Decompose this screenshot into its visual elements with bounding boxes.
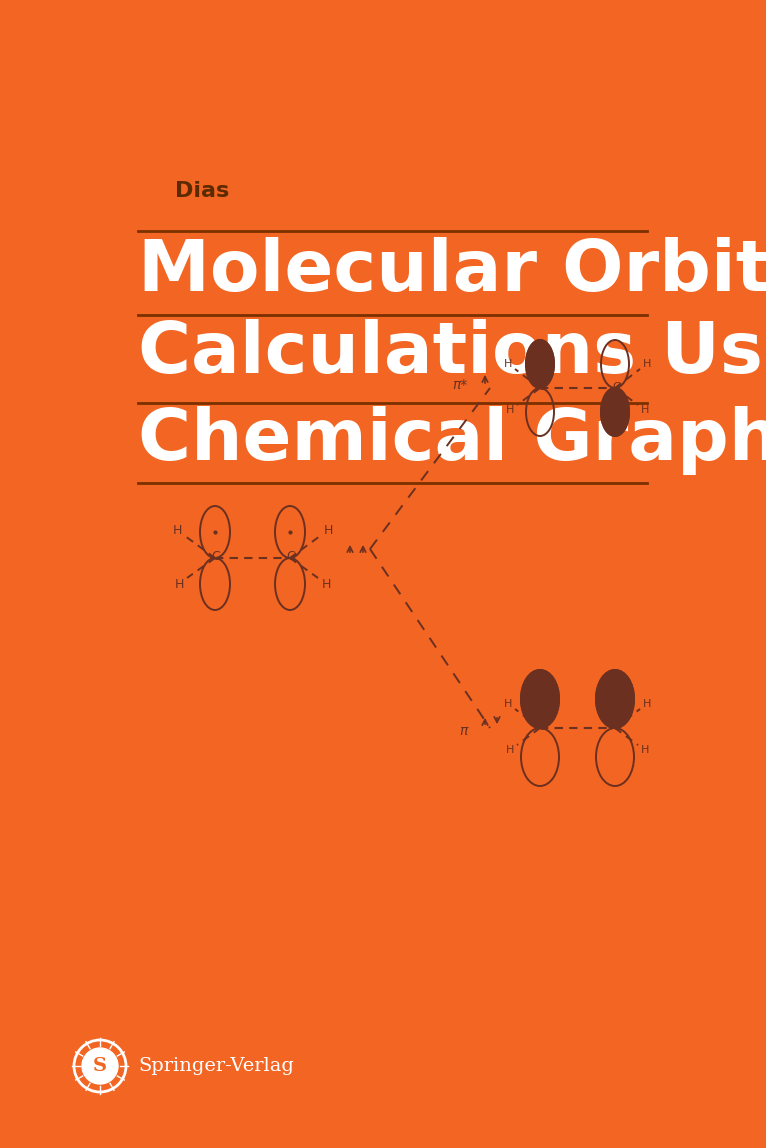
Ellipse shape: [526, 340, 554, 388]
Text: Dias: Dias: [175, 181, 229, 201]
Text: H: H: [172, 523, 182, 536]
Text: H: H: [643, 359, 651, 369]
Text: S: S: [93, 1057, 107, 1075]
Ellipse shape: [601, 388, 629, 436]
Text: H: H: [506, 745, 514, 755]
Ellipse shape: [596, 670, 634, 728]
Circle shape: [82, 1048, 118, 1084]
Text: H: H: [321, 577, 331, 590]
Text: C: C: [612, 382, 620, 391]
Text: Calculations Using: Calculations Using: [139, 319, 766, 388]
Text: C: C: [537, 722, 545, 732]
Text: Springer-Verlag: Springer-Verlag: [138, 1057, 294, 1075]
Text: H: H: [641, 405, 650, 414]
Text: C: C: [537, 382, 545, 391]
Text: Molecular Orbital: Molecular Orbital: [139, 236, 766, 305]
Text: H: H: [504, 359, 512, 369]
Text: π*: π*: [453, 378, 468, 391]
Text: C: C: [612, 722, 620, 732]
Text: H: H: [506, 405, 514, 414]
Text: H: H: [175, 577, 184, 590]
Text: H: H: [641, 745, 650, 755]
Text: π: π: [460, 724, 468, 738]
Text: H: H: [643, 699, 651, 709]
Text: H: H: [504, 699, 512, 709]
Ellipse shape: [521, 670, 559, 728]
Text: C: C: [286, 551, 296, 564]
Text: Chemical Graph Theory: Chemical Graph Theory: [139, 405, 766, 474]
Text: C: C: [211, 551, 221, 564]
Text: H: H: [323, 523, 332, 536]
